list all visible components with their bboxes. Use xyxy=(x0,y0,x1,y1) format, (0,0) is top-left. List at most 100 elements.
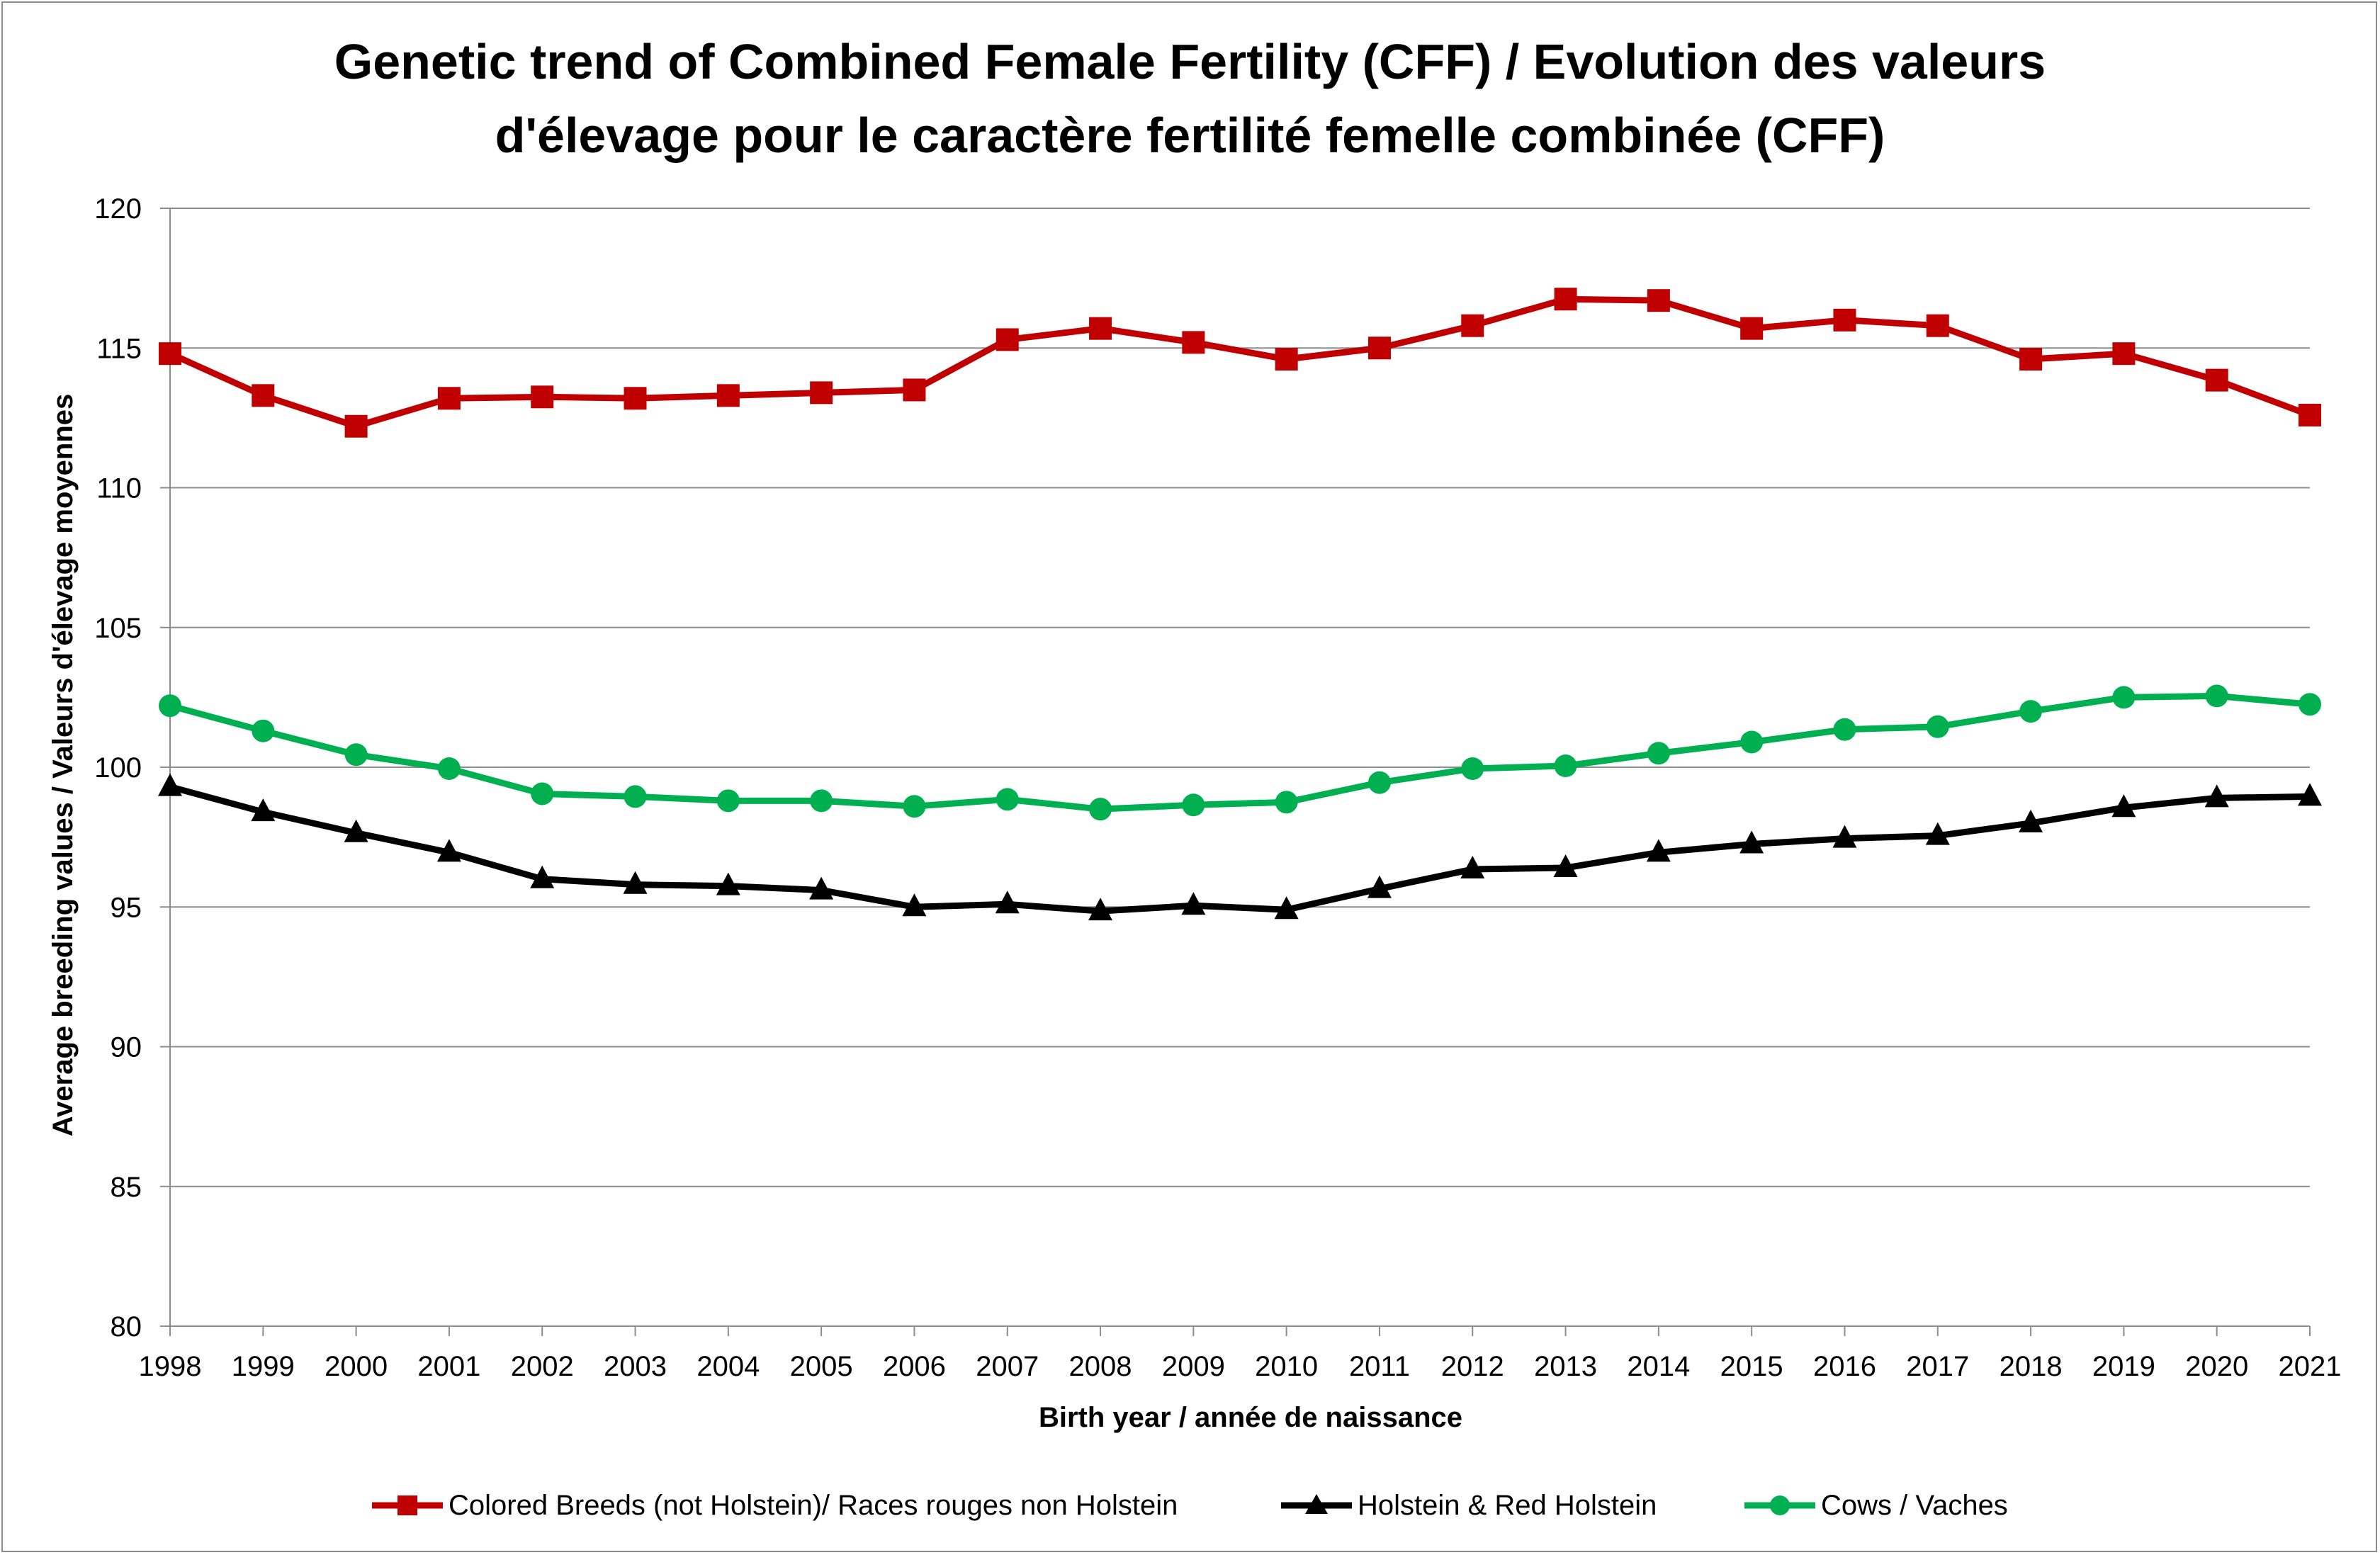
data-point-square xyxy=(716,384,740,407)
data-point-square xyxy=(1461,314,1484,337)
data-point-square xyxy=(344,414,368,438)
legend-label-holstein: Holstein & Red Holstein xyxy=(1358,1489,1657,1521)
x-tick-label: 2003 xyxy=(604,1351,667,1382)
data-point-triangle xyxy=(344,819,368,842)
data-point-triangle xyxy=(716,872,740,895)
legend-label-colored-breeds: Colored Breeds (not Holstein)/ Races rou… xyxy=(449,1489,1178,1521)
data-point-triangle xyxy=(251,798,276,822)
data-point-circle xyxy=(1926,715,1949,738)
data-point-circle xyxy=(1182,793,1205,817)
x-tick-label: 2012 xyxy=(1441,1351,1504,1382)
data-point-square xyxy=(810,381,833,405)
data-point-square xyxy=(996,328,1019,351)
data-point-circle xyxy=(624,785,647,808)
series-group xyxy=(158,773,2322,921)
data-point-square xyxy=(2112,342,2136,366)
data-point-square xyxy=(437,387,461,410)
x-tick-label: 2004 xyxy=(696,1351,760,1382)
data-point-circle xyxy=(810,789,833,813)
legend-swatch-square xyxy=(372,1495,443,1515)
x-tick-label: 2005 xyxy=(790,1351,853,1382)
data-point-square xyxy=(2019,348,2043,371)
data-point-circle xyxy=(252,719,275,742)
data-point-triangle xyxy=(2111,794,2136,818)
data-point-square xyxy=(1833,308,1856,332)
data-point-square xyxy=(1182,331,1205,354)
data-point-square xyxy=(1740,317,1764,340)
x-tick-label: 2019 xyxy=(2092,1351,2155,1382)
data-point-square xyxy=(1275,348,1298,371)
x-tick-label: 2001 xyxy=(417,1351,480,1382)
data-point-square xyxy=(1647,289,1670,312)
data-point-circle xyxy=(1554,754,1577,778)
y-tick-label: 95 xyxy=(111,892,142,923)
gridlines xyxy=(170,208,2310,1327)
data-point-circle xyxy=(437,757,461,780)
data-point-triangle xyxy=(1739,830,1764,854)
data-point-triangle xyxy=(809,876,834,900)
x-tick-label: 2016 xyxy=(1813,1351,1876,1382)
data-point-square xyxy=(1926,314,1949,337)
data-point-triangle xyxy=(1088,898,1113,921)
data-point-circle xyxy=(1275,791,1298,814)
x-axis-title: Birth year / année de naissance xyxy=(1039,1402,1462,1433)
data-point-triangle xyxy=(2019,809,2043,832)
legend-item-colored-breeds: Colored Breeds (not Holstein)/ Races rou… xyxy=(372,1484,1178,1527)
x-tick-label: 2007 xyxy=(976,1351,1039,1382)
data-point-circle xyxy=(903,795,926,818)
y-tick-label: 80 xyxy=(111,1311,142,1342)
x-tick-label: 2021 xyxy=(2279,1351,2342,1382)
data-point-triangle xyxy=(623,871,648,894)
data-point-circle xyxy=(1367,771,1391,794)
y-tick-label: 85 xyxy=(111,1172,142,1203)
x-tick-label: 2009 xyxy=(1162,1351,1225,1382)
legend-swatch-triangle xyxy=(1281,1494,1352,1514)
axes: 80 85 90 95 100 105 110 115 120 1998 1999 2000 2001 2… xyxy=(94,193,2341,1382)
y-axis-title: Average breeding values / Valeurs d'élev… xyxy=(47,394,79,1137)
data-point-triangle xyxy=(436,839,461,862)
data-point-triangle xyxy=(1832,825,1857,848)
data-point-triangle xyxy=(995,890,1020,914)
data-point-square xyxy=(1554,288,1577,311)
data-point-circle xyxy=(2299,693,2321,716)
x-tick-label: 2014 xyxy=(1627,1351,1690,1382)
x-tick-label: 2020 xyxy=(2185,1351,2248,1382)
data-point-square xyxy=(2299,403,2321,426)
data-point-triangle xyxy=(1181,892,1206,915)
data-point-square xyxy=(159,342,181,366)
data-point-triangle xyxy=(1367,875,1392,898)
y-tick-label: 90 xyxy=(111,1032,142,1063)
x-tick-label: 1999 xyxy=(232,1351,295,1382)
data-point-circle xyxy=(159,694,181,718)
data-point-square xyxy=(2205,368,2228,392)
series-line xyxy=(169,692,2311,813)
data-point-triangle xyxy=(158,773,182,796)
legend-swatch-circle xyxy=(1744,1495,1815,1515)
data-point-circle xyxy=(1461,757,1484,780)
data-point-circle xyxy=(1740,730,1764,754)
y-tick-label: 110 xyxy=(96,473,142,504)
data-point-triangle xyxy=(2298,783,2322,806)
data-point-square xyxy=(531,385,554,409)
x-tick-label: 2008 xyxy=(1069,1351,1132,1382)
data-point-triangle xyxy=(1553,854,1578,878)
data-point-circle xyxy=(344,743,368,767)
x-tick-label: 2013 xyxy=(1534,1351,1597,1382)
data-point-triangle xyxy=(530,865,555,888)
chart-title-line-1: Genetic trend of Combined Female Fertili… xyxy=(334,34,2046,89)
data-point-circle xyxy=(1089,798,1112,821)
x-tick-label: 1998 xyxy=(139,1351,202,1382)
data-point-triangle xyxy=(1460,855,1485,878)
data-point-circle xyxy=(2019,700,2043,723)
y-tick-label: 100 xyxy=(94,752,142,784)
legend-label-cows: Cows / Vaches xyxy=(1821,1489,2008,1521)
x-tick-label: 2015 xyxy=(1720,1351,1783,1382)
data-point-triangle xyxy=(1646,839,1671,862)
y-tick-label: 120 xyxy=(94,193,142,225)
data-point-square xyxy=(1089,317,1112,340)
x-tick-label: 2006 xyxy=(883,1351,946,1382)
series-lines xyxy=(158,288,2322,921)
data-point-circle xyxy=(2112,686,2136,709)
x-tick-label: 2017 xyxy=(1906,1351,1969,1382)
